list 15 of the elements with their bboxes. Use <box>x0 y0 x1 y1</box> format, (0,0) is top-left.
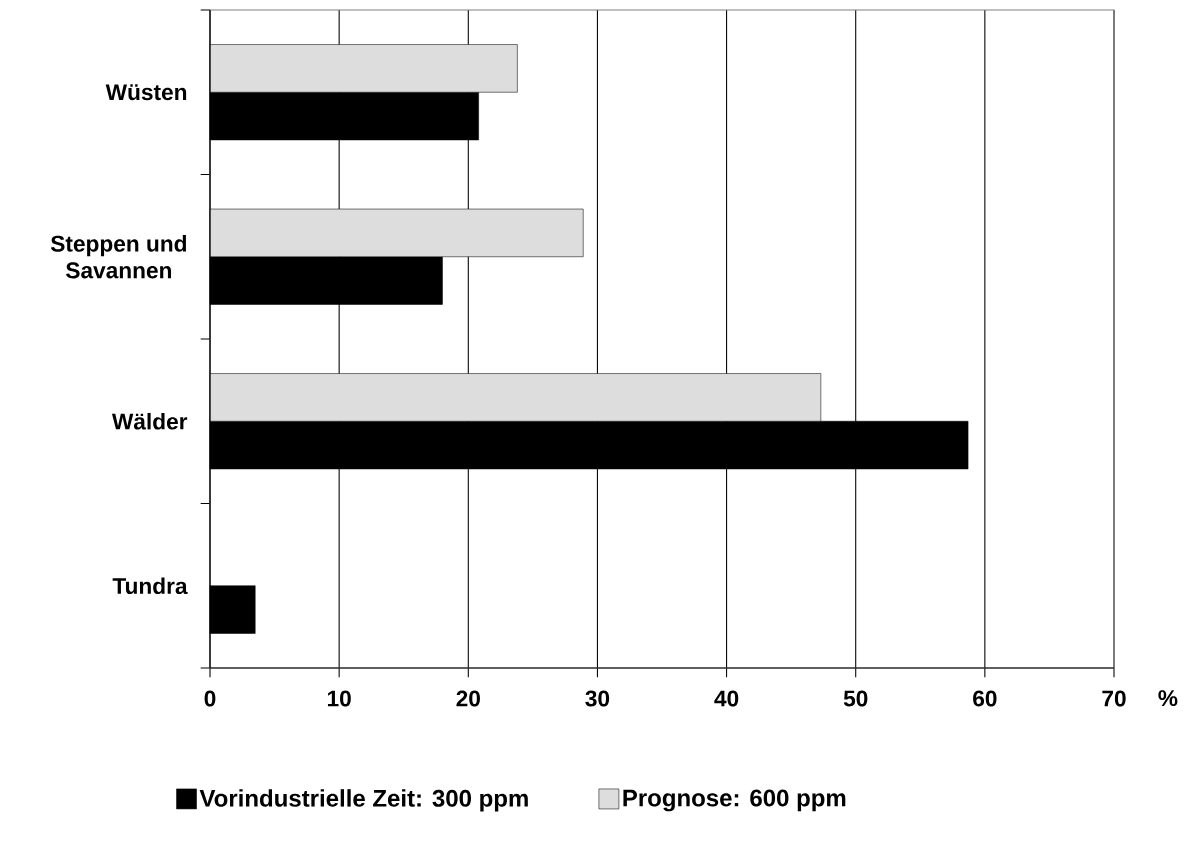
x-tick-label: 50 <box>843 690 868 707</box>
y-tick-label: Steppen und Savannen <box>50 235 187 279</box>
legend-label: Prognose: 600 ppm <box>623 789 846 812</box>
x-tick-label: 60 <box>973 690 997 707</box>
y-tick-label: Wüsten <box>105 84 187 101</box>
x-tick-label: 10 <box>327 690 351 707</box>
x-tick-label: 0 <box>204 690 216 707</box>
x-tick-label: 70 <box>1102 690 1126 707</box>
x-axis-title: % <box>1158 690 1178 707</box>
legend-label: Vorindustrielle Zeit: 300 ppm <box>199 789 528 812</box>
x-tick-label: 40 <box>714 690 739 707</box>
x-tick-label: 20 <box>456 690 480 707</box>
y-tick-label: Tundra <box>112 577 188 595</box>
y-tick-label: Wälder <box>111 412 188 430</box>
x-tick-label: 30 <box>585 690 610 707</box>
